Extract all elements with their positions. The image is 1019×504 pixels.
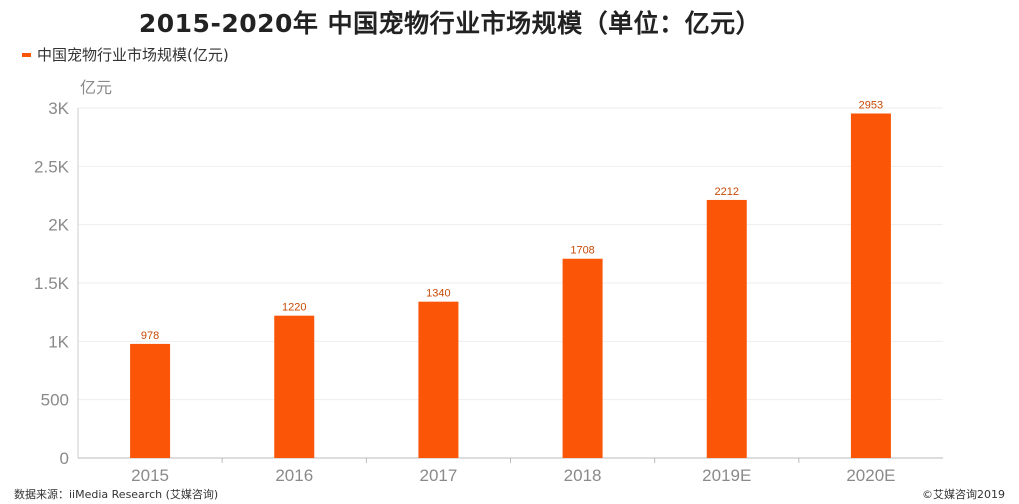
data-label: 2212 — [715, 186, 739, 198]
data-label: 1220 — [282, 302, 306, 314]
bar — [274, 315, 315, 458]
bar — [562, 258, 603, 458]
x-tick-label: 2020E — [846, 466, 895, 485]
bar — [130, 343, 171, 458]
x-tick-label: 2018 — [564, 466, 602, 485]
x-tick-label: 2019E — [702, 466, 751, 485]
x-tick-label: 2015 — [131, 466, 169, 485]
data-label: 2953 — [859, 99, 883, 111]
y-tick-label: 2K — [48, 216, 69, 235]
data-label: 978 — [141, 330, 159, 342]
y-tick-label: 3K — [48, 99, 69, 118]
y-tick-label: 1K — [48, 332, 69, 351]
bar — [418, 301, 459, 458]
legend-swatch — [22, 52, 31, 57]
y-axis-title: 亿元 — [80, 79, 112, 97]
y-tick-label: 2.5K — [34, 157, 70, 176]
x-tick-label: 2016 — [275, 466, 313, 485]
y-tick-label: 500 — [41, 391, 69, 410]
chart-title: 2015-2020年 中国宠物行业市场规模（单位：亿元） — [138, 9, 762, 38]
bar — [850, 113, 891, 458]
data-label: 1340 — [426, 288, 450, 300]
y-tick-label: 0 — [60, 449, 69, 468]
data-label: 1708 — [570, 245, 594, 257]
source-note: 数据来源：iiMedia Research (艾媒咨询) — [14, 488, 219, 501]
bar — [706, 199, 747, 458]
chart-legend: 中国宠物行业市场规模(亿元) — [22, 44, 229, 65]
copyright-note: ©艾媒咨询2019 — [922, 488, 1005, 501]
x-tick-label: 2017 — [420, 466, 458, 485]
legend-label: 中国宠物行业市场规模(亿元) — [37, 46, 229, 64]
y-tick-label: 1.5K — [34, 274, 70, 293]
